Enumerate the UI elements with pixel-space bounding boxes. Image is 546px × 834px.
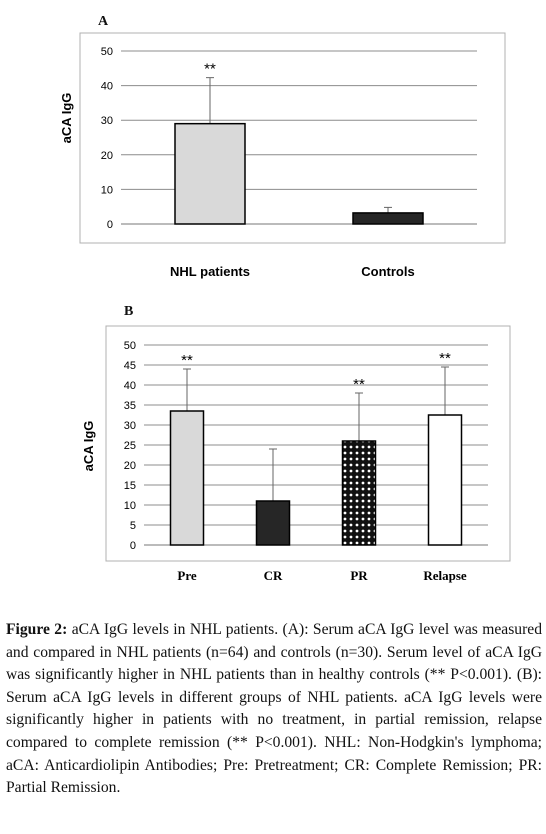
caption-label: Figure 2: (6, 621, 68, 638)
y-tick-label: 50 (101, 46, 113, 58)
panel-a-label: A (98, 14, 109, 29)
figure-caption: Figure 2: aCA IgG levels in NHL patients… (6, 619, 542, 800)
y-tick-label: 15 (124, 480, 136, 492)
y-tick-label: 45 (124, 360, 136, 372)
category-label: Controls (361, 264, 414, 279)
y-tick-label: 20 (101, 150, 113, 162)
y-axis-label: aCA IgG (59, 93, 74, 144)
bar (169, 410, 205, 546)
y-axis-label: aCA IgG (81, 421, 96, 472)
y-tick-label: 0 (130, 540, 136, 552)
caption-text: aCA IgG levels in NHL patients. (A): Ser… (6, 621, 542, 797)
chart-b: 0 5 10 15 20 25 30 35 40 45 50 aCA IgG ** Pre CR ** PR **… (81, 325, 511, 583)
significance-label: ** (439, 350, 451, 367)
panel-b-label: B (124, 304, 134, 319)
y-tick-label: 0 (107, 219, 113, 231)
category-label: Relapse (423, 568, 467, 583)
bar (352, 212, 424, 225)
bar (341, 440, 377, 546)
y-tick-label: 40 (124, 380, 136, 392)
significance-label: ** (181, 352, 193, 369)
significance-label: ** (353, 376, 365, 393)
y-tick-label: 20 (124, 460, 136, 472)
y-tick-label: 30 (124, 420, 136, 432)
y-tick-label: 10 (124, 500, 136, 512)
category-label: PR (350, 568, 368, 583)
chart-frame (79, 32, 506, 244)
y-tick-label: 50 (124, 340, 136, 352)
category-label: Pre (177, 568, 196, 583)
y-tick-label: 10 (101, 184, 113, 196)
significance-label: ** (204, 61, 216, 78)
category-label: CR (264, 568, 283, 583)
y-tick-label: 35 (124, 400, 136, 412)
bar (255, 500, 291, 546)
y-tick-label: 5 (130, 520, 136, 532)
bar (174, 122, 246, 225)
chart-a: 0 10 20 30 40 50 aCA IgG ** NHL patients Controls (59, 32, 506, 279)
category-label: NHL patients (170, 264, 250, 279)
y-tick-label: 25 (124, 440, 136, 452)
y-tick-label: 30 (101, 115, 113, 127)
y-tick-label: 40 (101, 81, 113, 93)
bar (427, 414, 463, 546)
